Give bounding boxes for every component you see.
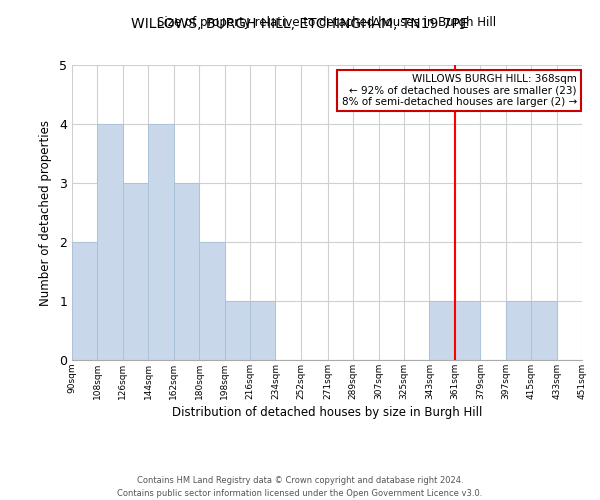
Bar	[506, 301, 531, 360]
Bar	[250, 301, 275, 360]
Bar	[174, 183, 199, 360]
Title: Size of property relative to detached houses in Burgh Hill: Size of property relative to detached ho…	[157, 16, 497, 29]
Bar	[455, 301, 480, 360]
X-axis label: Distribution of detached houses by size in Burgh Hill: Distribution of detached houses by size …	[172, 406, 482, 419]
Bar	[123, 183, 148, 360]
Bar	[97, 124, 123, 360]
Bar	[199, 242, 224, 360]
Bar	[72, 242, 97, 360]
Bar	[148, 124, 174, 360]
Bar	[531, 301, 557, 360]
Text: WILLOWS, BURGH HILL, ETCHINGHAM, TN19 7PE: WILLOWS, BURGH HILL, ETCHINGHAM, TN19 7P…	[131, 18, 469, 32]
Bar	[224, 301, 250, 360]
Y-axis label: Number of detached properties: Number of detached properties	[39, 120, 52, 306]
Text: Contains HM Land Registry data © Crown copyright and database right 2024.
Contai: Contains HM Land Registry data © Crown c…	[118, 476, 482, 498]
Bar	[430, 301, 455, 360]
Text: WILLOWS BURGH HILL: 368sqm
← 92% of detached houses are smaller (23)
8% of semi-: WILLOWS BURGH HILL: 368sqm ← 92% of deta…	[341, 74, 577, 107]
